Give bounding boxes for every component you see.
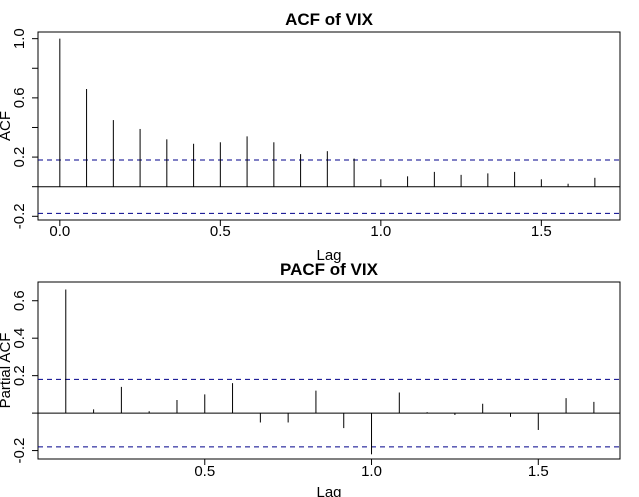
x-tick-label: 0.5 [194, 463, 215, 480]
chart-title: PACF of VIX [280, 260, 379, 279]
acf-panel: ACF of VIX 0.0 0.5 1.0 1.5 -0.2 0.2 0.6 1.0 Lag AC… [0, 10, 621, 264]
y-tick-label: -0.2 [11, 438, 28, 464]
y-tick-label: 0.4 [11, 328, 28, 349]
y-tick-label: 1.0 [11, 28, 28, 49]
y-tick-label: 0.2 [11, 147, 28, 168]
y-tick-label: 0.6 [11, 290, 28, 311]
x-tick-label: 0.0 [49, 223, 70, 240]
y-tick-label: -0.2 [11, 203, 28, 229]
y-tick-label: 0.2 [11, 365, 28, 386]
y-tick-label: 0.6 [11, 87, 28, 108]
x-axis-label: Lag [316, 484, 341, 497]
x-tick-label: 0.5 [210, 223, 231, 240]
y-axis-label: Partial ACF [0, 333, 14, 409]
x-tick-label: 1.0 [370, 223, 391, 240]
pacf-panel: PACF of VIX 0.5 1.0 1.5 -0.2 0.2 0.4 0.6 Lag Part… [0, 260, 621, 497]
x-tick-label: 1.0 [361, 463, 382, 480]
x-tick-label: 1.5 [531, 223, 552, 240]
plot-frame [37, 281, 621, 460]
x-axis-label: Lag [316, 247, 341, 264]
chart-title: ACF of VIX [285, 10, 373, 29]
x-tick-label: 1.5 [528, 463, 549, 480]
y-axis-label: ACF [0, 111, 14, 141]
plot-frame [37, 31, 621, 221]
